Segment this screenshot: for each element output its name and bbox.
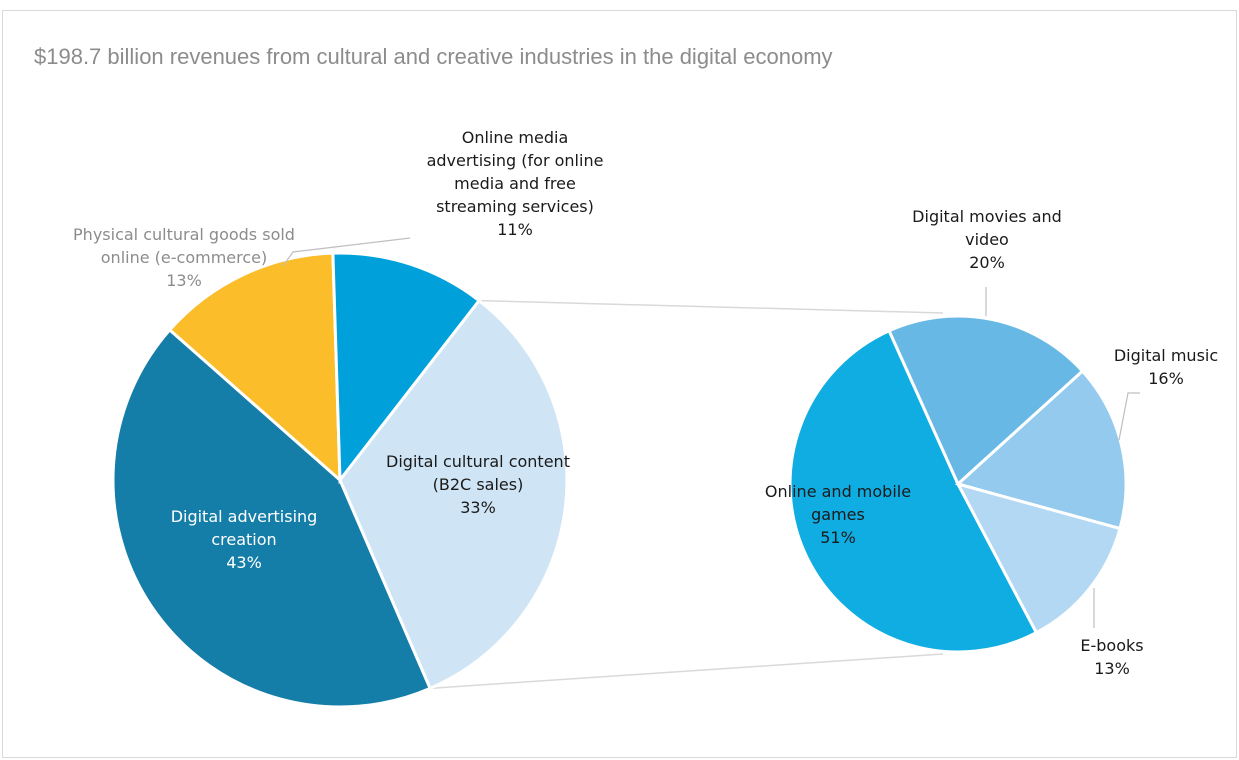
slice-online-and-mobile-games bbox=[788, 328, 1039, 654]
slice-online-media-advertising-for-online-media-and-free-streaming-services bbox=[331, 251, 482, 485]
data-label-digital-movies-and-video: Digital movies and video 20% bbox=[912, 207, 1062, 272]
data-label-physical-cultural-goods-sold-online-e-commerce: Physical cultural goods sold online (e-co… bbox=[73, 225, 295, 290]
data-label-digital-advertising-creation: Digital advertising creation 43% bbox=[171, 507, 318, 572]
slice-e-books bbox=[955, 481, 1122, 635]
leader-line-music bbox=[1118, 392, 1140, 441]
slice-digital-cultural-content-b2c-sales bbox=[338, 298, 569, 691]
slice-digital-music bbox=[954, 369, 1128, 531]
data-label-e-books: E-books 13% bbox=[1080, 636, 1143, 678]
connector-line-top bbox=[479, 299, 944, 314]
data-label-online-and-mobile-games: Online and mobile games 51% bbox=[765, 482, 911, 547]
connector-line-bottom bbox=[430, 653, 944, 690]
data-label-online-media-advertising-for-online-media-and-free-streaming-services: Online media advertising (for online media… bbox=[427, 128, 604, 239]
data-label-digital-cultural-content-b2c-sales: Digital cultural content (B2C sales) 33% bbox=[386, 452, 570, 517]
leader-line-online-media bbox=[282, 237, 411, 267]
slice-digital-movies-and-video bbox=[887, 314, 1085, 487]
slice-physical-cultural-goods-sold-online-e-commerce bbox=[167, 251, 342, 484]
chart-title: $198.7 billion revenues from cultural an… bbox=[34, 44, 833, 69]
data-label-digital-music: Digital music 16% bbox=[1114, 346, 1218, 388]
slice-digital-advertising-creation bbox=[111, 327, 433, 709]
